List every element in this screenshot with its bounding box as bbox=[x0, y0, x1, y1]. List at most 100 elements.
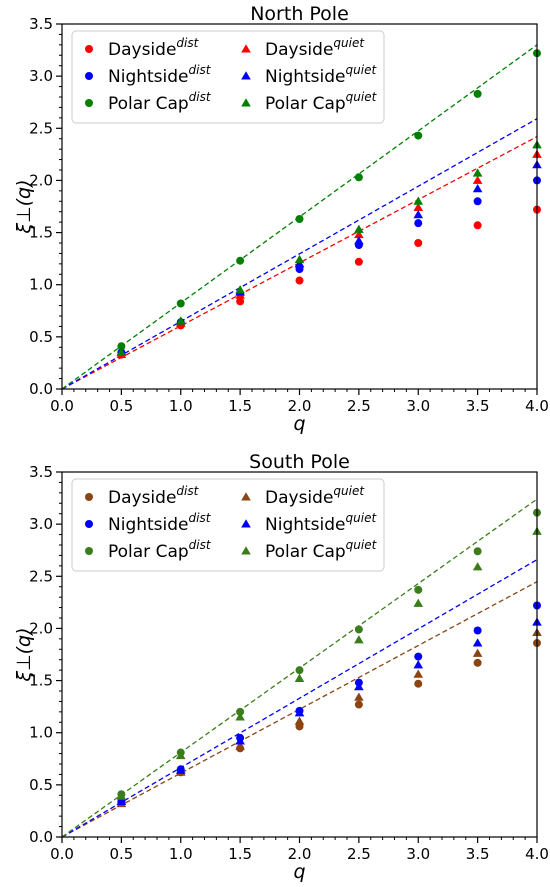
data-point bbox=[236, 256, 245, 265]
data-point bbox=[473, 547, 482, 556]
data-point bbox=[473, 626, 482, 635]
data-point bbox=[294, 673, 305, 682]
y-tick-label: 1.5 bbox=[29, 224, 53, 242]
data-point bbox=[414, 131, 423, 140]
data-point bbox=[235, 741, 245, 750]
reference-line bbox=[61, 118, 538, 390]
series-nightside-quiet bbox=[116, 617, 542, 805]
y-tick-label: 3.0 bbox=[29, 67, 53, 85]
data-point bbox=[235, 712, 245, 721]
data-point bbox=[295, 666, 304, 675]
legend-label: Polar Capdist bbox=[108, 90, 212, 114]
data-point bbox=[414, 679, 423, 688]
data-point bbox=[414, 239, 423, 247]
data-point bbox=[473, 197, 482, 206]
data-point bbox=[295, 276, 304, 285]
legend-label: Nightsidedist bbox=[108, 63, 212, 87]
legend-series-name: Dayside bbox=[108, 488, 176, 508]
x-tick-label: 4.0 bbox=[525, 845, 549, 863]
reference-line bbox=[61, 559, 538, 838]
data-point bbox=[116, 796, 127, 805]
panel-0: North Pole 0.0 0.5 1.0 1.5 2.0 2.5 3.0 3.5 4.0 0.0… bbox=[13, 3, 549, 435]
data-point bbox=[354, 257, 363, 266]
legend-series-superscript: dist bbox=[189, 511, 212, 525]
y-tick-label: 0.5 bbox=[29, 328, 53, 346]
chart-title: South Pole bbox=[249, 451, 350, 473]
data-point bbox=[354, 635, 364, 644]
legend-series-superscript: quiet bbox=[346, 90, 378, 104]
legend-label: Polar Capdist bbox=[108, 538, 212, 562]
legend-series-name: Polar Cap bbox=[108, 542, 189, 562]
legend-series-superscript: quiet bbox=[346, 511, 378, 525]
x-tick-label: 1.0 bbox=[169, 397, 193, 415]
data-point bbox=[413, 598, 424, 607]
data-point bbox=[235, 285, 245, 294]
x-tick-label: 0.5 bbox=[109, 845, 133, 863]
legend-marker bbox=[241, 98, 251, 107]
x-tick-label: 2.0 bbox=[288, 845, 312, 863]
series-polar-cap-dist bbox=[117, 49, 541, 351]
legend-label: Nightsidequiet bbox=[265, 511, 377, 535]
y-tick-label: 1.0 bbox=[29, 724, 53, 742]
legend-series-superscript: dist bbox=[189, 90, 212, 104]
legend-series-superscript: dist bbox=[176, 36, 199, 50]
data-point bbox=[175, 750, 186, 760]
data-point bbox=[413, 196, 424, 205]
data-point bbox=[472, 648, 483, 657]
legend-label: Daysidequiet bbox=[265, 36, 365, 60]
y-tick-label: 3.5 bbox=[29, 463, 53, 481]
data-point bbox=[472, 638, 483, 647]
y-tick-label: 2.0 bbox=[29, 171, 53, 189]
legend-marker bbox=[85, 99, 93, 107]
legend-label: Polar Capquiet bbox=[265, 538, 378, 562]
x-tick-label: 1.0 bbox=[169, 845, 193, 863]
data-point bbox=[117, 342, 126, 351]
series-dayside-quiet bbox=[116, 627, 542, 808]
y-tick-label: 0.0 bbox=[29, 380, 53, 398]
data-point bbox=[414, 585, 423, 594]
data-point bbox=[472, 168, 483, 177]
data-point bbox=[354, 224, 364, 233]
legend-series-name: Polar Cap bbox=[108, 94, 189, 114]
legend-series-name: Nightside bbox=[108, 67, 189, 87]
data-point bbox=[354, 692, 364, 701]
legend-label: Daysidedist bbox=[108, 36, 200, 60]
y-axis-label: ξ⊥(q) bbox=[13, 179, 35, 234]
data-point bbox=[294, 259, 305, 268]
x-tick-label: 2.5 bbox=[347, 397, 371, 415]
legend-label: Daysidequiet bbox=[265, 484, 365, 508]
legend-series-superscript: quiet bbox=[346, 538, 378, 552]
legend-series-name: Nightside bbox=[108, 515, 189, 535]
data-point bbox=[354, 700, 363, 709]
data-point bbox=[116, 791, 127, 800]
legend-marker bbox=[241, 546, 251, 555]
x-tick-label: 0.0 bbox=[50, 397, 74, 415]
legend-marker bbox=[85, 520, 93, 528]
data-point bbox=[413, 210, 424, 219]
data-point bbox=[294, 716, 305, 725]
legend-series-name: Dayside bbox=[265, 488, 333, 508]
legend-marker bbox=[241, 44, 251, 53]
legend-box bbox=[71, 30, 385, 124]
legend-series-superscript: dist bbox=[189, 63, 212, 77]
x-tick-label: 2.5 bbox=[347, 845, 371, 863]
legend-series-superscript: quiet bbox=[333, 36, 365, 50]
x-tick-label: 3.0 bbox=[406, 845, 430, 863]
x-tick-label: 3.0 bbox=[406, 397, 430, 415]
y-tick-label: 0.0 bbox=[29, 828, 53, 846]
legend-marker bbox=[85, 45, 93, 53]
data-point bbox=[472, 562, 483, 571]
legend-marker bbox=[241, 492, 251, 501]
x-tick-label: 4.0 bbox=[525, 397, 549, 415]
legend-series-superscript: quiet bbox=[333, 484, 365, 498]
legend-marker bbox=[241, 71, 251, 80]
panel-1: South Pole 0.0 0.5 1.0 1.5 2.0 2.5 3.0 3.5 4.0 0.0… bbox=[13, 451, 549, 883]
data-point bbox=[414, 652, 423, 661]
x-tick-label: 0.5 bbox=[109, 397, 133, 415]
y-tick-label: 0.5 bbox=[29, 776, 53, 794]
legend-series-name: Nightside bbox=[265, 515, 346, 535]
data-point bbox=[116, 347, 127, 356]
legend-marker bbox=[85, 72, 93, 80]
